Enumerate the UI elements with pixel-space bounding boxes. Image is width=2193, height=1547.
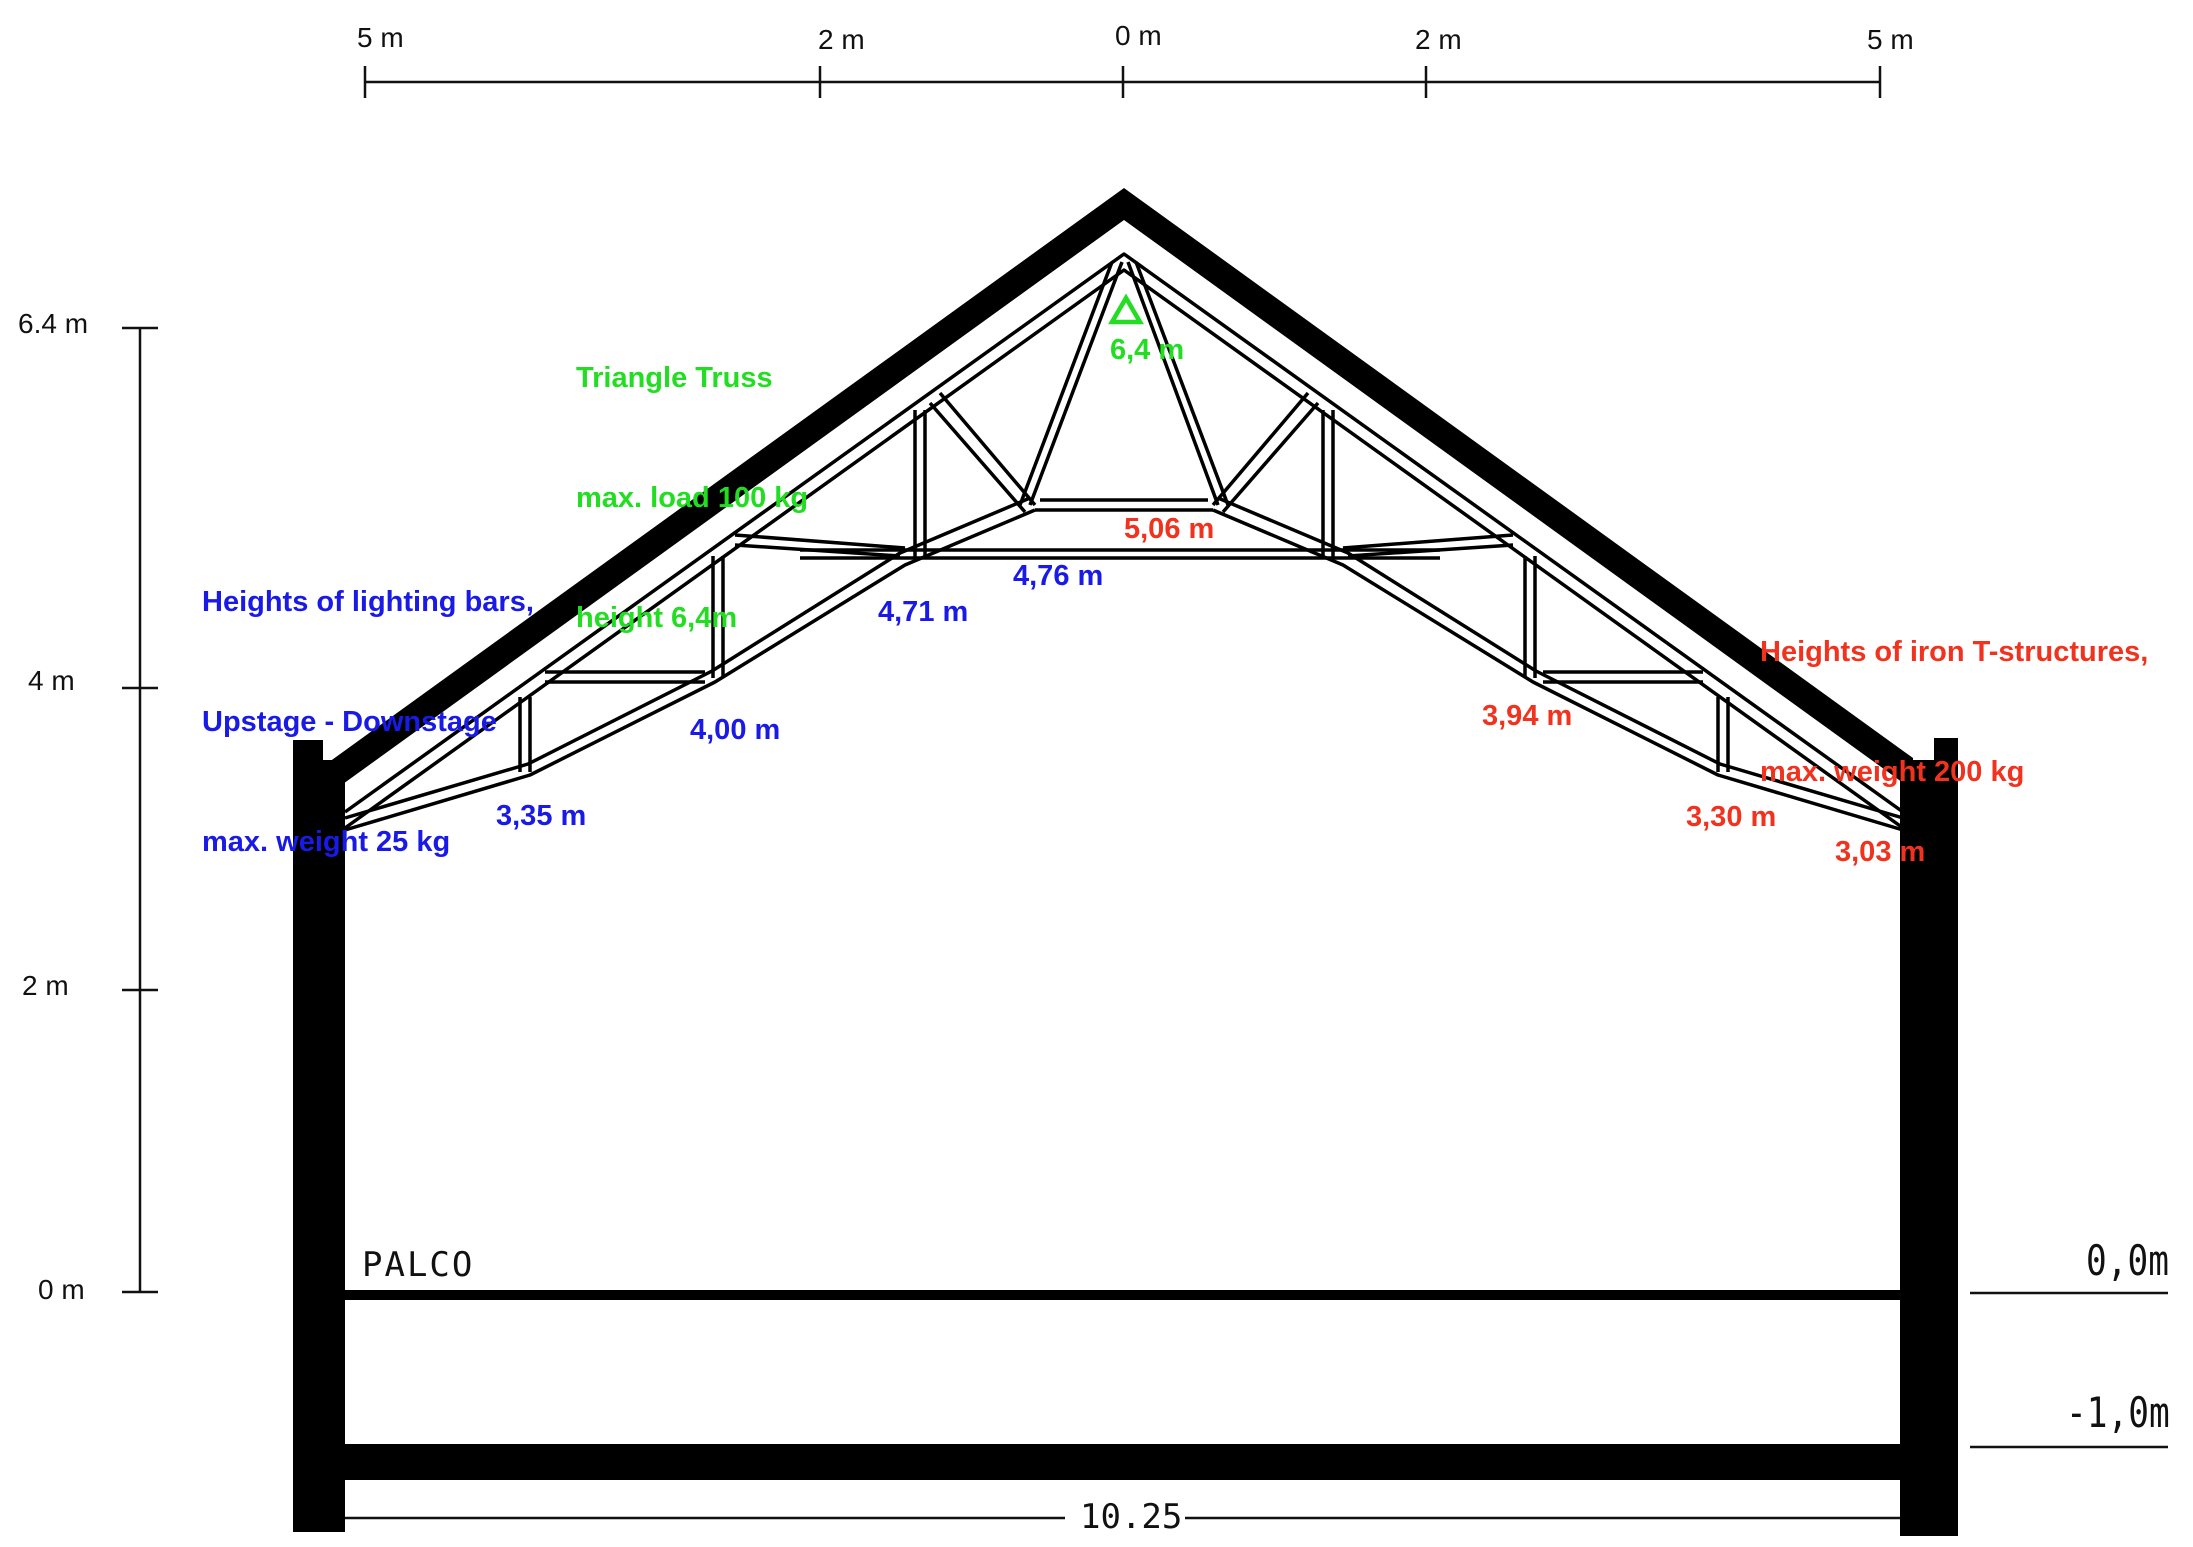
- left-scale: [122, 326, 158, 1294]
- height-green-6-4: 6,4 m: [1110, 334, 1185, 366]
- left-scale-label-4: 4 m: [28, 665, 75, 696]
- legend-triangle-truss: Triangle Truss max. load 100 kg height 6…: [576, 278, 808, 718]
- top-scale: [363, 66, 1882, 98]
- legend-green-line2: max. load 100 kg: [576, 482, 809, 514]
- floors: [345, 1290, 1900, 1480]
- height-blue-4-76: 4,76 m: [1013, 560, 1104, 592]
- legend-lighting-bars: Heights of lighting bars, Upstage - Down…: [202, 502, 534, 942]
- height-red-5-06: 5,06 m: [1124, 513, 1215, 545]
- height-red-3-94: 3,94 m: [1482, 700, 1573, 732]
- left-scale-label-0: 0 m: [38, 1274, 85, 1305]
- height-blue-3-35: 3,35 m: [496, 800, 587, 832]
- level-lines: [1970, 1291, 2168, 1449]
- truss: [343, 252, 1905, 832]
- level-label-0: 0,0m: [2086, 1236, 2169, 1285]
- top-scale-label-left-5: 5 m: [357, 22, 404, 53]
- legend-green-line3: height 6,4m: [576, 602, 738, 634]
- level-label-minus-1: -1,0m: [2066, 1388, 2170, 1437]
- height-red-3-30: 3,30 m: [1686, 801, 1777, 833]
- top-scale-label-right-2: 2 m: [1415, 24, 1462, 55]
- stage-label: PALCO: [362, 1245, 475, 1285]
- legend-iron-structures: Heights of iron T-structures, max. weigh…: [1760, 552, 2148, 872]
- top-scale-label-right-5: 5 m: [1867, 24, 1914, 55]
- height-blue-4-00: 4,00 m: [690, 714, 781, 746]
- height-red-3-03: 3,03 m: [1835, 836, 1926, 868]
- left-scale-label-2: 2 m: [22, 970, 69, 1001]
- top-scale-label-left-2: 2 m: [818, 24, 865, 55]
- left-scale-label-6-4: 6.4 m: [18, 308, 89, 339]
- width-label: 10.25: [1080, 1497, 1183, 1537]
- legend-red-line1: Heights of iron T-structures,: [1760, 636, 2149, 668]
- triangle-icon: [1108, 293, 1144, 325]
- height-blue-4-71: 4,71 m: [878, 596, 969, 628]
- legend-green-line1: Triangle Truss: [576, 362, 773, 394]
- legend-blue-line2: Upstage - Downstage: [202, 706, 497, 738]
- legend-blue-line3: max. weight 25 kg: [202, 826, 451, 858]
- top-scale-label-center-0: 0 m: [1115, 20, 1162, 51]
- legend-blue-line1: Heights of lighting bars,: [202, 586, 534, 618]
- walls: [293, 738, 1958, 1536]
- legend-red-line2: max. weight 200 kg: [1760, 756, 2025, 788]
